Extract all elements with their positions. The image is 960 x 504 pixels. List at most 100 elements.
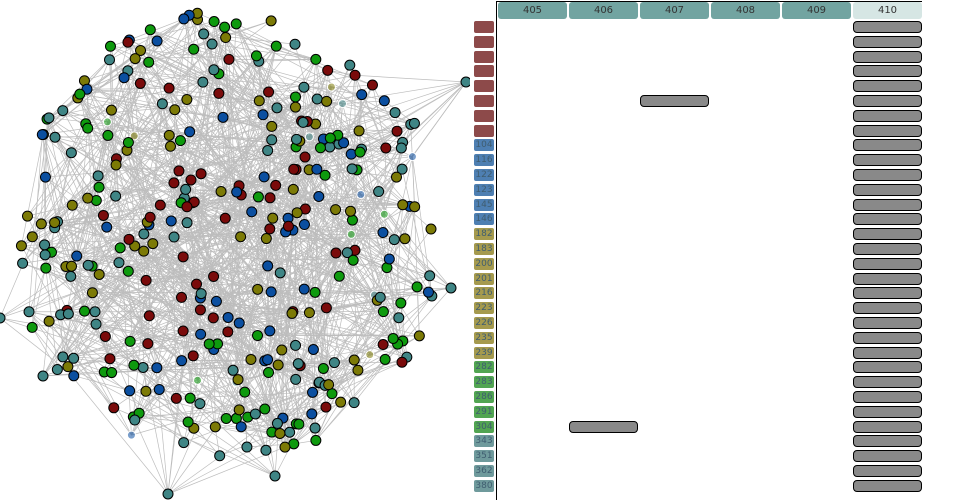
graph-node-green[interactable] [94, 182, 104, 192]
matrix-cell[interactable] [853, 421, 922, 433]
matrix-cell[interactable] [853, 169, 922, 181]
matrix-cell[interactable] [853, 80, 922, 92]
graph-node-teal[interactable] [446, 283, 456, 293]
graph-node-olive[interactable] [182, 94, 192, 104]
network-graph-canvas[interactable] [0, 0, 470, 500]
graph-node-teal[interactable] [157, 99, 167, 109]
row-label[interactable]: 282 [474, 361, 494, 373]
graph-node-olive[interactable] [288, 184, 298, 194]
graph-node-green[interactable] [189, 44, 199, 54]
graph-node-blue[interactable] [234, 318, 244, 328]
graph-node-green[interactable] [253, 331, 263, 341]
graph-node-red[interactable] [100, 331, 110, 341]
graph-node-red[interactable] [171, 393, 181, 403]
graph-node-olive[interactable] [16, 241, 26, 251]
graph-node-green[interactable] [185, 393, 195, 403]
graph-node-blue[interactable] [266, 287, 276, 297]
graph-node-red[interactable] [271, 180, 281, 190]
graph-node-red[interactable] [188, 351, 198, 361]
graph-node-teal[interactable] [66, 148, 76, 158]
graph-node-green[interactable] [355, 147, 365, 157]
graph-node-red[interactable] [124, 234, 134, 244]
graph-node-blue[interactable] [218, 112, 228, 122]
graph-node-green[interactable] [75, 89, 85, 99]
graph-node-green[interactable] [240, 387, 250, 397]
graph-node-teal[interactable] [285, 427, 295, 437]
graph-node-olive[interactable] [221, 33, 231, 43]
row-label[interactable] [474, 36, 494, 48]
graph-node-green[interactable] [175, 136, 185, 146]
graph-node-blue[interactable] [308, 387, 318, 397]
graph-node-teal[interactable] [93, 171, 103, 181]
row-label[interactable] [474, 110, 494, 122]
graph-node-olive[interactable] [346, 206, 356, 216]
graph-node-olive[interactable] [44, 316, 54, 326]
graph-node-red[interactable] [143, 339, 153, 349]
graph-node-blue[interactable] [72, 251, 82, 261]
graph-node-red[interactable] [192, 279, 202, 289]
graph-node-green[interactable] [347, 230, 355, 238]
graph-node-olive[interactable] [275, 428, 285, 438]
matrix-cell[interactable] [853, 317, 922, 329]
graph-node-teal[interactable] [242, 442, 252, 452]
graph-node-red[interactable] [224, 54, 234, 64]
graph-node-green[interactable] [348, 255, 358, 265]
graph-node-blue[interactable] [127, 431, 135, 439]
graph-node-blue[interactable] [119, 73, 129, 83]
row-label[interactable] [474, 65, 494, 77]
matrix-cell[interactable] [853, 154, 922, 166]
graph-node-blue[interactable] [223, 312, 233, 322]
graph-node-olive[interactable] [327, 83, 335, 91]
graph-node-blue[interactable] [154, 384, 164, 394]
graph-node-blue[interactable] [299, 284, 309, 294]
matrix-cell[interactable] [853, 273, 922, 285]
graph-node-olive[interactable] [322, 96, 332, 106]
column-header-405[interactable]: 405 [498, 2, 567, 19]
graph-node-green[interactable] [209, 17, 219, 27]
graph-node-teal[interactable] [461, 77, 470, 87]
graph-node-green[interactable] [129, 360, 139, 370]
graph-node-olive[interactable] [414, 331, 424, 341]
graph-node-blue[interactable] [196, 329, 206, 339]
graph-node-olive[interactable] [354, 126, 364, 136]
graph-node-green[interactable] [123, 138, 133, 148]
graph-node-red[interactable] [109, 403, 119, 413]
graph-node-teal[interactable] [138, 363, 148, 373]
row-label[interactable]: 104 [474, 139, 494, 151]
graph-node-blue[interactable] [308, 344, 318, 354]
graph-node-red[interactable] [144, 311, 154, 321]
graph-node-green[interactable] [260, 404, 270, 414]
graph-node-olive[interactable] [111, 160, 121, 170]
graph-node-red[interactable] [223, 327, 233, 337]
graph-node-green[interactable] [145, 25, 155, 35]
graph-node-teal[interactable] [298, 117, 308, 127]
graph-node-teal[interactable] [66, 271, 76, 281]
graph-node-green[interactable] [311, 54, 321, 64]
column-header-409[interactable]: 409 [782, 2, 851, 19]
graph-node-teal[interactable] [425, 271, 435, 281]
graph-node-red[interactable] [123, 37, 133, 47]
row-label[interactable]: 343 [474, 435, 494, 447]
graph-node-teal[interactable] [163, 489, 173, 499]
graph-node-olive[interactable] [426, 224, 436, 234]
graph-node-olive[interactable] [50, 218, 60, 228]
graph-node-red[interactable] [98, 210, 108, 220]
graph-node-olive[interactable] [336, 397, 346, 407]
graph-node-teal[interactable] [312, 94, 322, 104]
graph-node-olive[interactable] [391, 172, 401, 182]
graph-node-teal[interactable] [38, 371, 48, 381]
column-header-408[interactable]: 408 [711, 2, 780, 19]
graph-node-green[interactable] [380, 354, 390, 364]
row-label[interactable]: 283 [474, 376, 494, 388]
graph-node-red[interactable] [141, 275, 151, 285]
graph-node-blue[interactable] [185, 127, 195, 137]
graph-node-red[interactable] [323, 65, 333, 75]
graph-node-teal[interactable] [196, 289, 206, 299]
graph-node-green[interactable] [41, 263, 51, 273]
matrix-cell[interactable] [853, 139, 922, 151]
graph-node-red[interactable] [265, 224, 275, 234]
matrix-cell[interactable] [853, 36, 922, 48]
matrix-cell[interactable] [853, 406, 922, 418]
graph-node-olive[interactable] [254, 96, 264, 106]
